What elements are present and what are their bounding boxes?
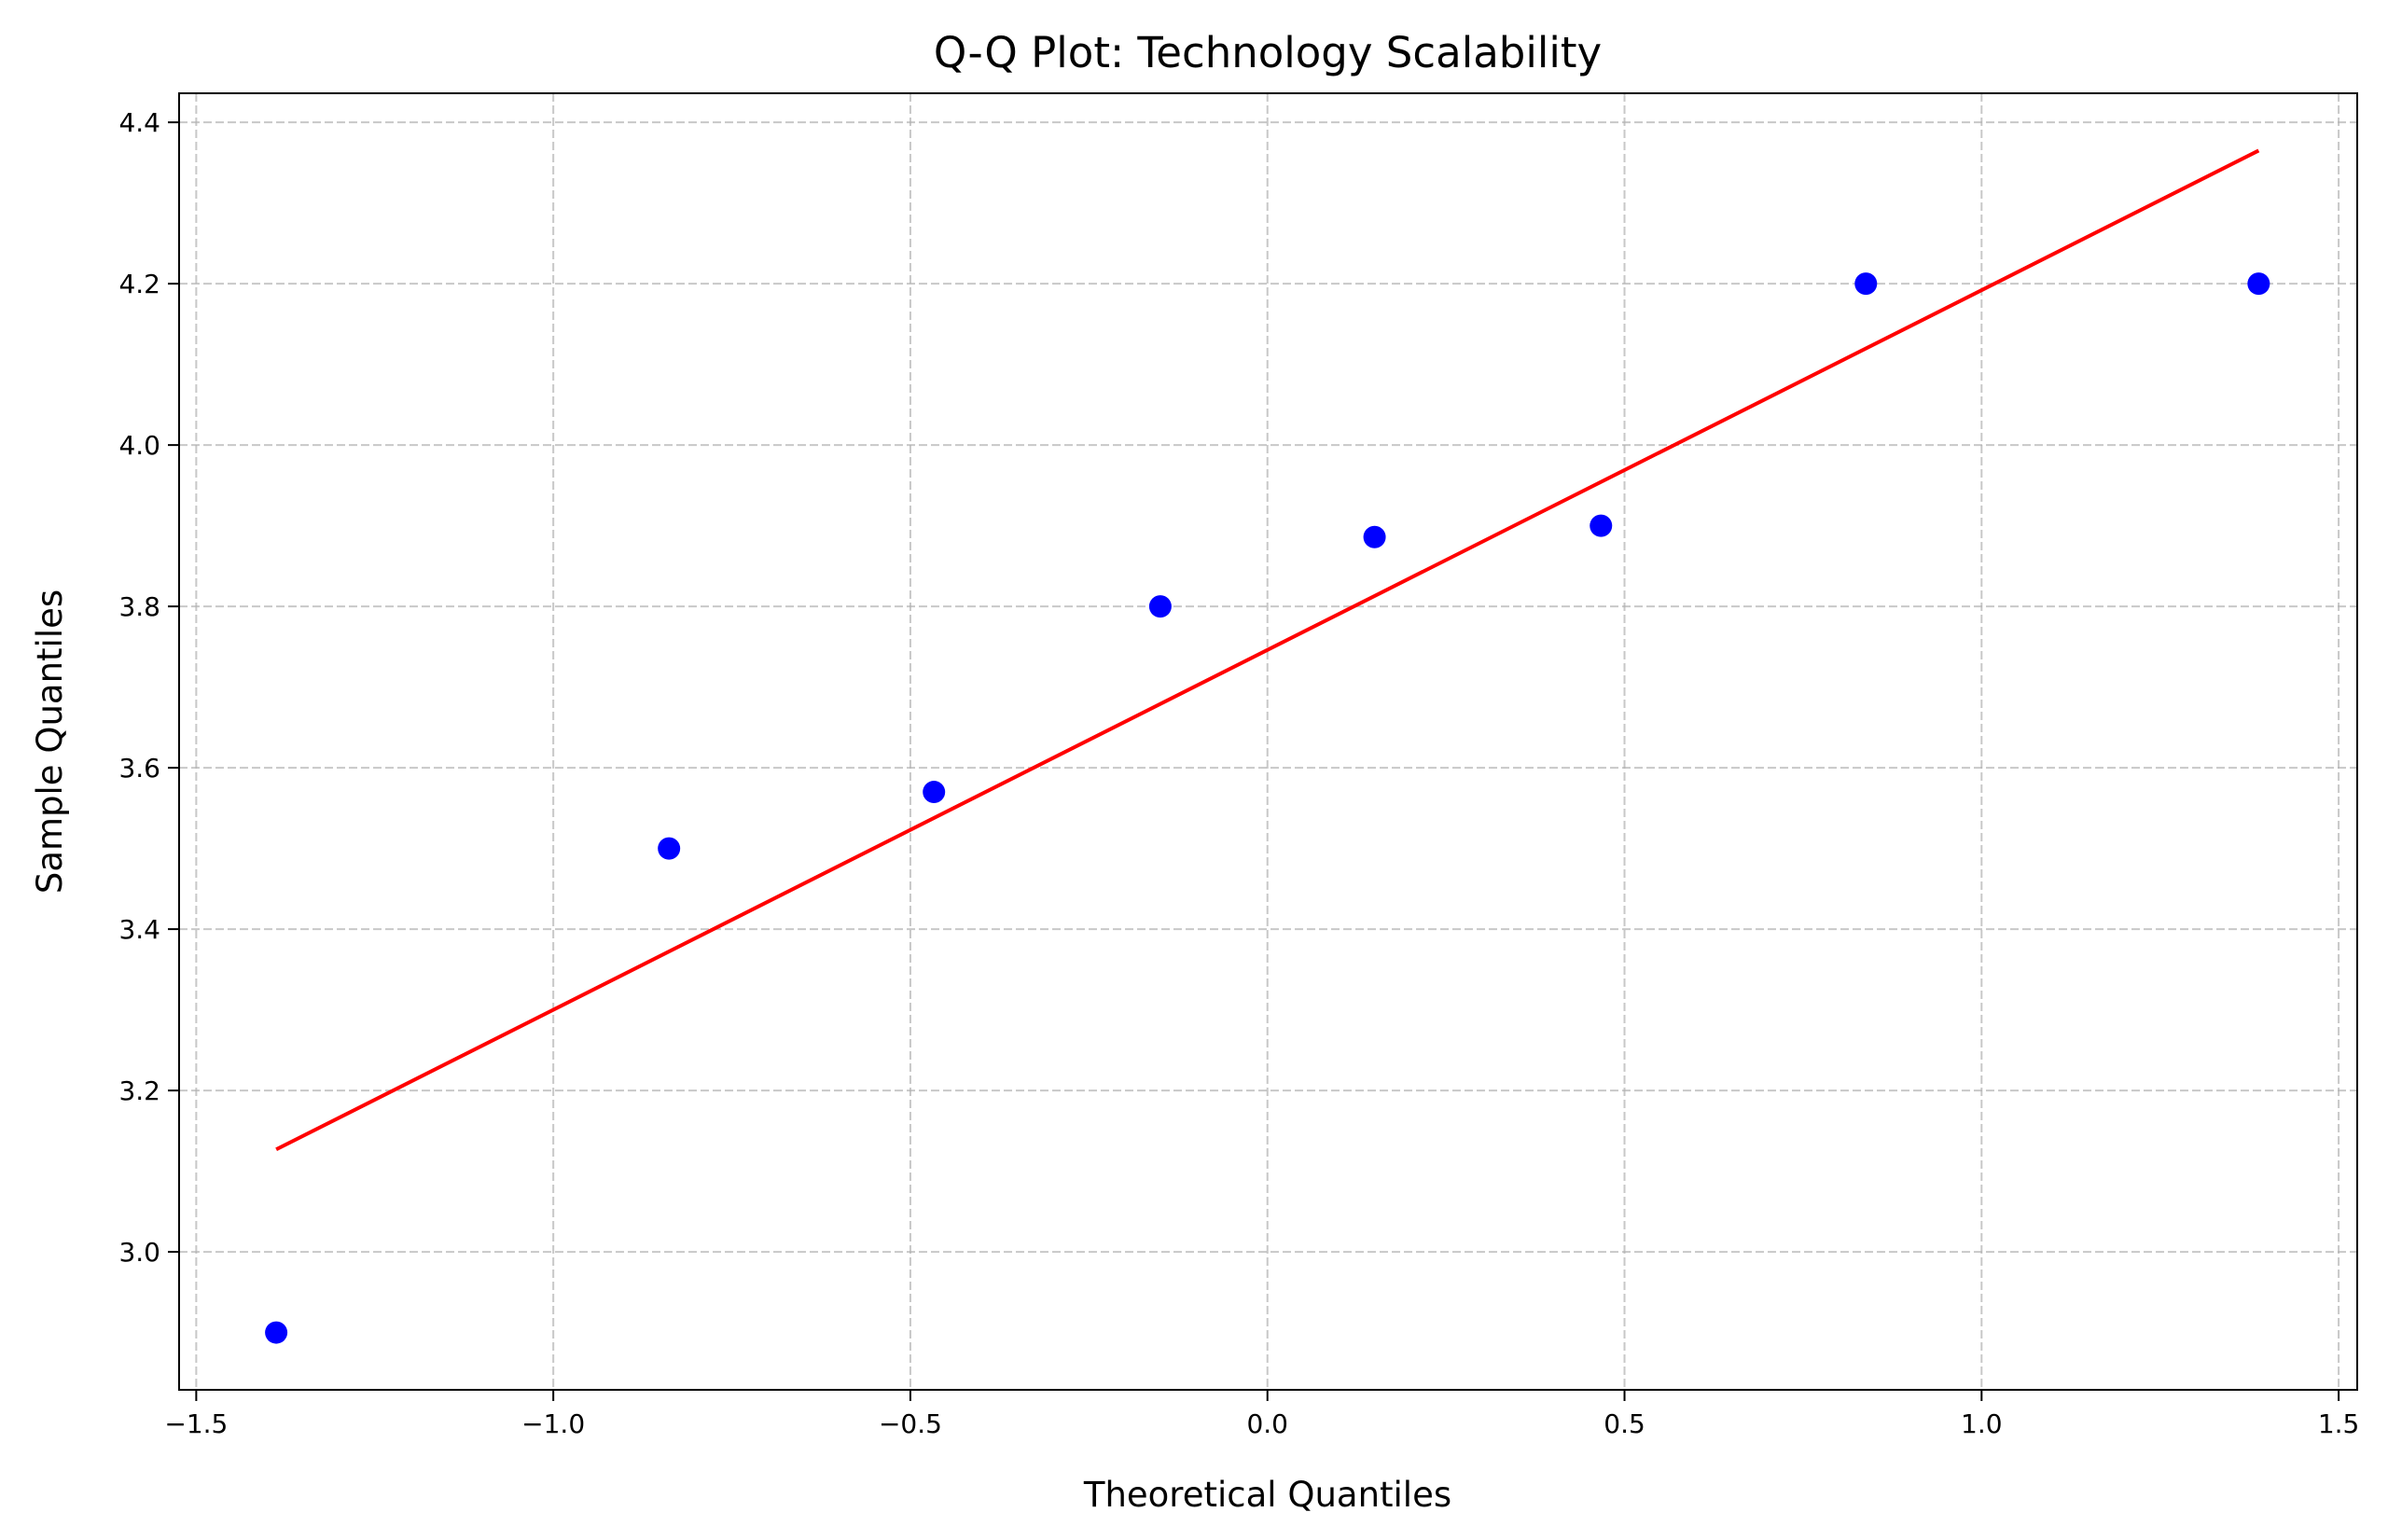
- x-tick-label: 1.0: [1961, 1408, 2003, 1439]
- data-point: [2247, 272, 2270, 296]
- x-tick-label: 1.5: [2318, 1408, 2360, 1439]
- x-tick-label: 0.0: [1246, 1408, 1288, 1439]
- plot-marks: [265, 148, 2270, 1344]
- x-tick-label: −1.5: [164, 1408, 228, 1439]
- data-point: [1854, 272, 1878, 296]
- y-tick-label: 3.8: [118, 591, 160, 622]
- y-tick-label: 4.4: [118, 107, 160, 138]
- data-point: [658, 837, 681, 860]
- grid: [179, 93, 2357, 1390]
- x-tick-label: −1.0: [521, 1408, 585, 1439]
- y-tick-label: 4.0: [118, 430, 160, 461]
- chart-title: Q-Q Plot: Technology Scalability: [934, 28, 1602, 77]
- axes-frame: [178, 92, 2358, 1391]
- y-tick-label: 3.4: [118, 914, 160, 945]
- data-point: [265, 1321, 288, 1344]
- y-tick-label: 4.2: [118, 269, 160, 299]
- y-tick-label: 3.0: [118, 1237, 160, 1268]
- data-point: [1363, 525, 1386, 548]
- y-tick-label: 3.6: [118, 753, 160, 784]
- data-point: [1590, 514, 1613, 537]
- x-tick-label: −0.5: [879, 1408, 942, 1439]
- x-tick-label: 0.5: [1604, 1408, 1645, 1439]
- y-axis-label: Sample Quantiles: [30, 590, 70, 894]
- y-tick-label: 3.2: [118, 1075, 160, 1106]
- data-point: [923, 781, 946, 804]
- x-axis-label: Theoretical Quantiles: [1083, 1475, 1451, 1515]
- data-point: [1148, 595, 1172, 618]
- axis-ticks: −1.5 −1.0 −0.5 0.0 0.5 1.0 1.5 3.0 3.2 3.4 3.6 3.8 4…: [118, 107, 2359, 1439]
- fit-line: [275, 148, 2260, 1152]
